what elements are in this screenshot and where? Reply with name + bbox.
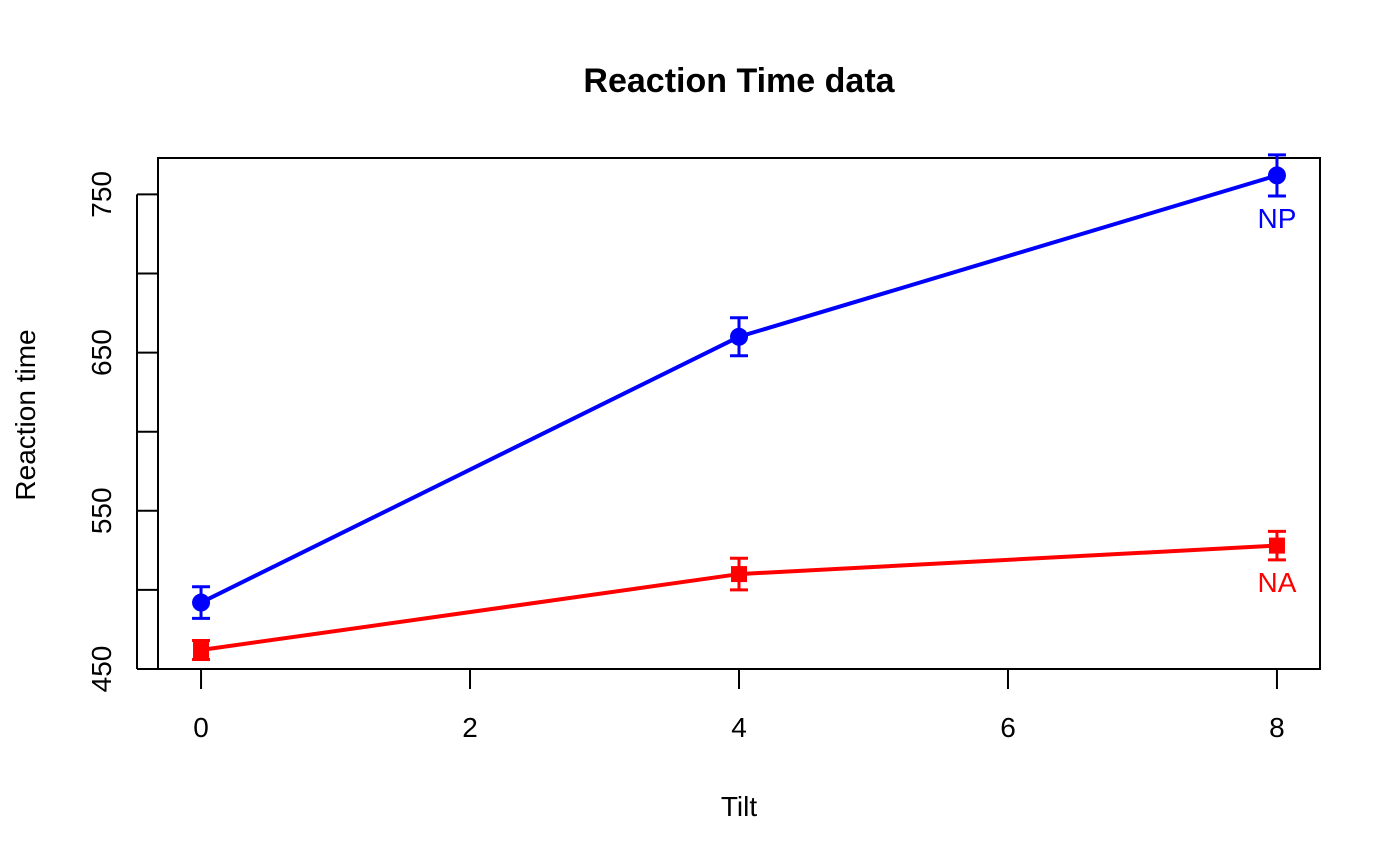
series-layer: NP NA <box>192 153 1297 662</box>
data-point <box>1267 166 1286 185</box>
series-na: NA <box>192 529 1297 662</box>
chart-title: Reaction Time data <box>583 62 895 100</box>
x-tick-label: 6 <box>1000 712 1016 743</box>
data-point <box>192 593 211 612</box>
data-point <box>1268 537 1285 554</box>
x-tick-label: 4 <box>731 712 747 743</box>
x-tick-label: 0 <box>193 712 209 743</box>
data-point <box>730 327 748 346</box>
series-line <box>200 173 1278 605</box>
x-axis-label: Tilt <box>721 791 758 822</box>
data-point <box>731 566 747 583</box>
y-tick-label: 650 <box>86 329 117 376</box>
y-axis-label: Reaction time <box>10 329 41 500</box>
y-tick-label: 550 <box>86 487 117 534</box>
axes: 0 2 4 6 8 450 550 650 750 <box>86 171 1285 743</box>
data-point <box>193 642 210 659</box>
x-tick-label: 8 <box>1269 712 1285 743</box>
series-label-na: NA <box>1258 567 1297 598</box>
x-tick-label: 2 <box>462 712 478 743</box>
series-np: NP <box>192 153 1297 620</box>
plot-frame <box>157 157 1321 670</box>
series-label-np: NP <box>1258 203 1297 234</box>
y-tick-label: 750 <box>86 171 117 218</box>
y-tick-label: 450 <box>86 646 117 693</box>
